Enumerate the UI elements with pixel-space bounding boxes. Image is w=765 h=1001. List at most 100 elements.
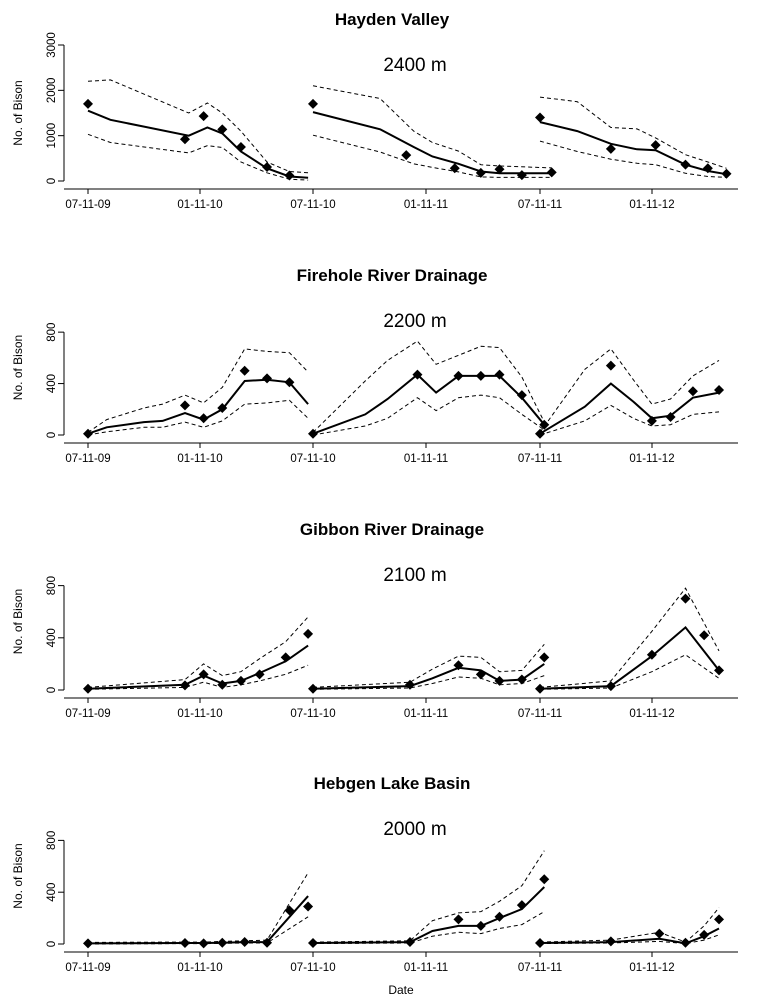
observed-point xyxy=(401,150,412,161)
season-2 xyxy=(308,85,557,181)
observed-point xyxy=(494,675,505,686)
panel-title: Hayden Valley xyxy=(335,10,450,29)
observed-point xyxy=(198,669,209,680)
observed-point xyxy=(535,112,545,123)
model-mean-line xyxy=(312,373,546,435)
observed-point xyxy=(217,403,228,413)
x-tick-label: 07-11-09 xyxy=(65,453,110,465)
observed-point xyxy=(539,419,550,430)
observed-point xyxy=(714,665,725,676)
observed-point xyxy=(721,168,732,179)
y-tick-label: 2000 xyxy=(46,78,58,104)
observed-point xyxy=(284,905,295,916)
x-tick-label: 01-11-10 xyxy=(177,453,222,465)
observed-point xyxy=(217,124,228,135)
model-mean-line xyxy=(312,663,545,690)
y-tick-label: 400 xyxy=(46,628,58,647)
observed-point xyxy=(494,164,505,175)
x-tick-label: 01-11-12 xyxy=(629,199,674,211)
y-tick-label: 0 xyxy=(46,432,58,438)
season-2 xyxy=(308,643,550,694)
model-mean-line xyxy=(87,378,309,435)
observed-point xyxy=(198,111,209,122)
observed-point xyxy=(714,385,725,395)
y-axis-label: No. of Bison xyxy=(11,80,25,145)
ci-upper-line xyxy=(539,96,727,169)
model-mean-line xyxy=(312,886,546,944)
x-tick-label: 07-11-11 xyxy=(518,962,562,974)
observed-point xyxy=(284,377,295,388)
ci-upper-line xyxy=(312,850,545,943)
observed-point xyxy=(404,679,415,690)
elevation-label: 2200 m xyxy=(383,311,446,332)
observed-point xyxy=(714,914,725,925)
observed-point xyxy=(303,901,314,912)
observed-point xyxy=(280,652,291,663)
x-tick-label: 07-11-11 xyxy=(518,453,562,465)
observed-point xyxy=(217,679,228,690)
observed-point xyxy=(308,428,318,439)
panel-1: Hayden Valley 2400 m 0 1000 2000 3000 No. of B… xyxy=(11,10,738,211)
observed-point xyxy=(235,142,246,152)
ci-lower-line xyxy=(87,399,309,436)
observed-point xyxy=(179,400,190,411)
observed-point xyxy=(665,412,676,422)
ci-lower-line xyxy=(539,140,727,178)
ci-lower-line xyxy=(87,133,309,181)
observed-point xyxy=(535,937,545,948)
x-tick-label: 01-11-12 xyxy=(629,962,674,974)
observed-point xyxy=(303,628,314,639)
observed-point xyxy=(308,683,318,694)
observed-point xyxy=(83,98,93,109)
y-tick-label: 800 xyxy=(46,576,58,595)
panel-title: Hebgen Lake Basin xyxy=(314,774,471,793)
x-tick-label: 01-11-10 xyxy=(177,962,222,974)
model-mean-line xyxy=(87,895,309,945)
elevation-label: 2400 m xyxy=(383,55,446,76)
observed-point xyxy=(516,674,527,685)
observed-point xyxy=(453,370,464,381)
panel-4: Hebgen Lake Basin 2000 m 0 400 800 No. of Bis… xyxy=(11,774,738,997)
observed-point xyxy=(179,937,190,948)
ci-lower-line xyxy=(312,394,545,436)
observed-point xyxy=(650,140,661,151)
season-1 xyxy=(83,348,309,439)
observed-point xyxy=(198,413,209,424)
ci-lower-line xyxy=(312,911,545,945)
y-axis-label: No. of Bison xyxy=(11,335,25,400)
x-tick-label: 01-11-11 xyxy=(404,199,448,211)
y-tick-label: 1000 xyxy=(46,123,58,149)
observed-point xyxy=(475,370,486,381)
ci-lower-line xyxy=(539,404,720,436)
observed-point xyxy=(475,167,486,178)
observed-point xyxy=(699,929,710,940)
x-tick-label: 01-11-11 xyxy=(404,962,448,974)
observed-point xyxy=(217,937,228,948)
observed-point xyxy=(179,134,190,145)
x-tick-label: 07-11-09 xyxy=(65,708,110,720)
observed-point xyxy=(699,630,710,641)
observed-point xyxy=(262,161,273,172)
ci-lower-line xyxy=(539,654,720,690)
observed-point xyxy=(494,369,505,380)
x-tick-label: 07-11-10 xyxy=(290,962,335,974)
observed-point xyxy=(605,681,616,692)
observed-point xyxy=(284,170,295,181)
observed-point xyxy=(516,900,527,911)
observed-point xyxy=(449,163,460,174)
observed-point xyxy=(546,167,557,178)
observed-point xyxy=(687,386,698,397)
season-1 xyxy=(83,79,309,181)
observed-point xyxy=(475,669,486,680)
observed-point xyxy=(680,937,691,948)
x-tick-label: 01-11-12 xyxy=(629,453,674,465)
panel-title: Gibbon River Drainage xyxy=(300,520,484,539)
season-2 xyxy=(308,340,550,439)
y-axis-label: No. of Bison xyxy=(11,589,25,654)
model-mean-line xyxy=(312,111,552,175)
observed-point xyxy=(475,920,486,931)
observed-point xyxy=(605,143,616,154)
observed-point xyxy=(198,938,209,949)
panel-2: Firehole River Drainage 2200 m 0 400 800 No. … xyxy=(11,266,738,465)
